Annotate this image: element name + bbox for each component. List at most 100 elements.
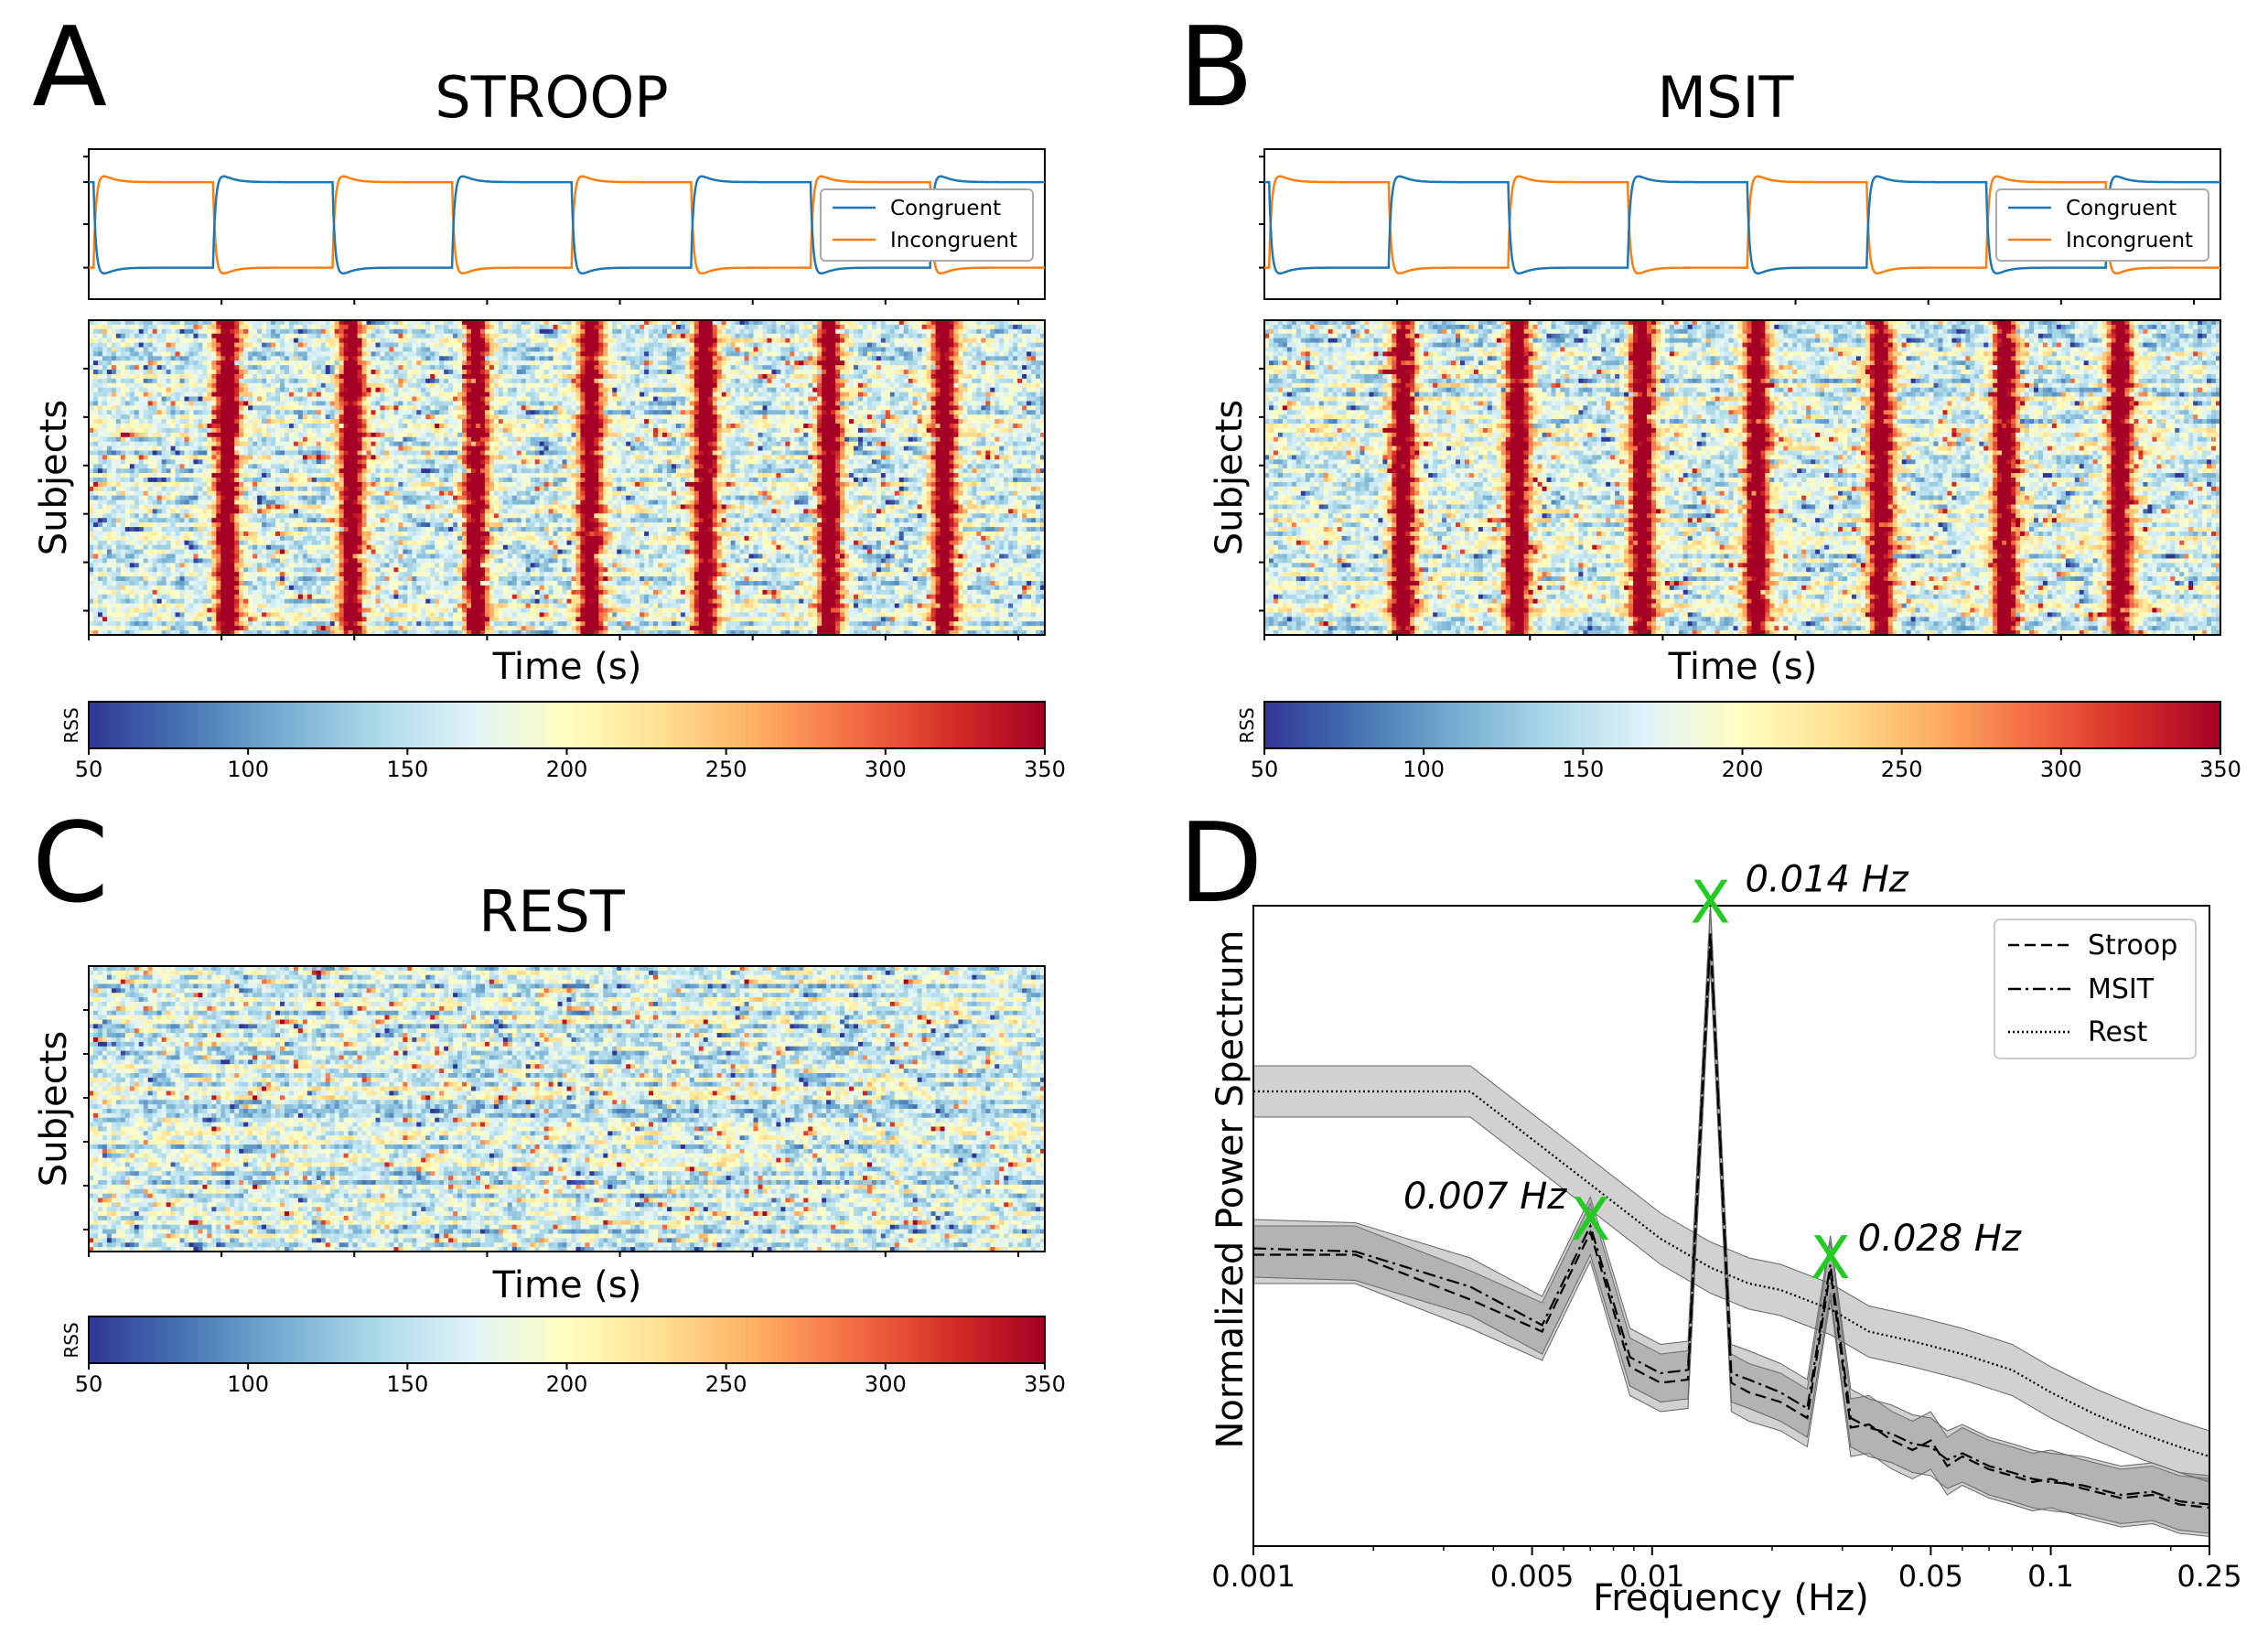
heatmap-cell (630, 410, 636, 415)
heatmap-cell (175, 333, 181, 339)
heatmap-cell (111, 424, 117, 429)
heatmap-cell (248, 424, 253, 429)
heatmap-cell (898, 396, 905, 403)
heatmap-cell (571, 382, 577, 389)
heatmap-cell (475, 333, 481, 339)
heatmap-cell (598, 370, 604, 375)
heatmap-cell (412, 360, 417, 366)
heatmap-cell (990, 328, 995, 335)
heatmap-cell (198, 324, 204, 330)
heatmap-cell (835, 356, 841, 361)
heatmap-cell (230, 410, 235, 415)
heatmap-cell (348, 370, 354, 375)
heatmap-cell (407, 405, 413, 411)
heatmap-cell (230, 424, 235, 429)
heatmap-cell (693, 338, 700, 344)
heatmap-cell (320, 414, 327, 420)
heatmap-cell (421, 382, 426, 389)
heatmap-cell (425, 419, 431, 424)
heatmap-cell (207, 356, 212, 361)
heatmap-cell (680, 351, 686, 357)
heatmap-cell (562, 378, 568, 384)
heatmap-cell (243, 405, 249, 411)
heatmap-cell (297, 365, 304, 371)
heatmap-cell (170, 360, 177, 366)
heatmap-cell (721, 365, 727, 371)
heatmap-cell (644, 333, 650, 339)
heatmap-cell (475, 378, 481, 384)
heatmap-cell (375, 324, 382, 330)
heatmap-cell (866, 351, 873, 357)
heatmap-cell (202, 338, 208, 344)
heatmap-cell (280, 401, 285, 406)
heatmap-cell (972, 419, 977, 424)
heatmap-cell (493, 338, 500, 344)
heatmap-cell (889, 373, 896, 380)
heatmap-cell (435, 405, 440, 411)
heatmap-cell (248, 382, 253, 389)
heatmap-cell (630, 342, 636, 349)
heatmap-cell (161, 324, 167, 330)
heatmap-cell (649, 342, 654, 349)
heatmap-cell (1040, 338, 1046, 344)
heatmap-cell (930, 370, 937, 375)
heatmap-cell (266, 424, 272, 429)
heatmap-cell (944, 401, 951, 406)
heatmap-cell (106, 401, 113, 406)
heatmap-cell (253, 387, 258, 393)
heatmap-cell (502, 328, 509, 335)
heatmap-cell (949, 401, 955, 406)
heatmap-cell (398, 356, 403, 361)
heatmap-cell (124, 342, 131, 349)
heatmap-cell (193, 356, 199, 361)
heatmap-cell (885, 320, 891, 326)
heatmap-cell (320, 324, 327, 330)
heatmap-cell (343, 410, 349, 415)
heatmap-cell (352, 396, 359, 403)
heatmap-cell (1031, 414, 1037, 420)
heatmap-cell (921, 387, 928, 393)
heatmap-cell (748, 365, 755, 371)
heatmap-cell (857, 373, 864, 380)
heatmap-cell (854, 360, 859, 366)
heatmap-cell (129, 378, 135, 384)
heatmap-cell (557, 373, 564, 380)
heatmap-cell (1013, 378, 1018, 384)
heatmap-cell (866, 365, 873, 371)
heatmap-cell (635, 370, 640, 375)
heatmap-cell (1031, 328, 1037, 335)
heatmap-cell (1004, 333, 1009, 339)
heatmap-cell (179, 419, 186, 424)
heatmap-cell (716, 396, 723, 403)
heatmap-cell (726, 382, 732, 389)
heatmap-cell (771, 351, 778, 357)
heatmap-cell (325, 328, 331, 335)
heatmap-cell (557, 419, 564, 424)
heatmap-cell (124, 392, 131, 398)
heatmap-cell (658, 382, 663, 389)
heatmap-cell (484, 382, 490, 389)
heatmap-cell (371, 424, 377, 429)
heatmap-cell (753, 405, 759, 411)
heatmap-cell (594, 424, 599, 429)
heatmap-cell (898, 405, 905, 411)
heatmap-cell (908, 320, 914, 326)
heatmap-cell (898, 365, 905, 371)
heatmap-cell (930, 414, 937, 420)
heatmap-cell (748, 373, 755, 380)
heatmap-cell (184, 373, 190, 380)
heatmap-cell (239, 365, 244, 371)
heatmap-cell (739, 414, 746, 420)
heatmap-cell (1036, 382, 1041, 389)
heatmap-cell (575, 401, 582, 406)
heatmap-cell (425, 328, 431, 335)
heatmap-cell (999, 347, 1005, 352)
heatmap-cell (921, 414, 928, 420)
heatmap-cell (889, 365, 896, 371)
heatmap-cell (589, 401, 595, 406)
heatmap-cell (693, 365, 700, 371)
heatmap-cell (166, 419, 172, 424)
heatmap-cell (471, 338, 477, 344)
heatmap-cell (871, 338, 877, 344)
heatmap-cell (917, 320, 923, 326)
